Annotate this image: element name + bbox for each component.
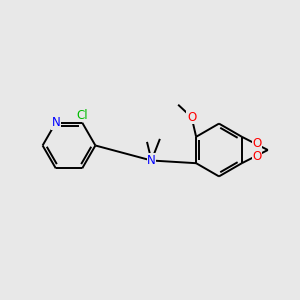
Text: O: O [253,150,262,163]
Text: N: N [147,154,156,167]
Text: O: O [187,111,196,124]
Text: N: N [51,116,60,129]
Text: O: O [253,137,262,150]
Text: Cl: Cl [76,109,88,122]
